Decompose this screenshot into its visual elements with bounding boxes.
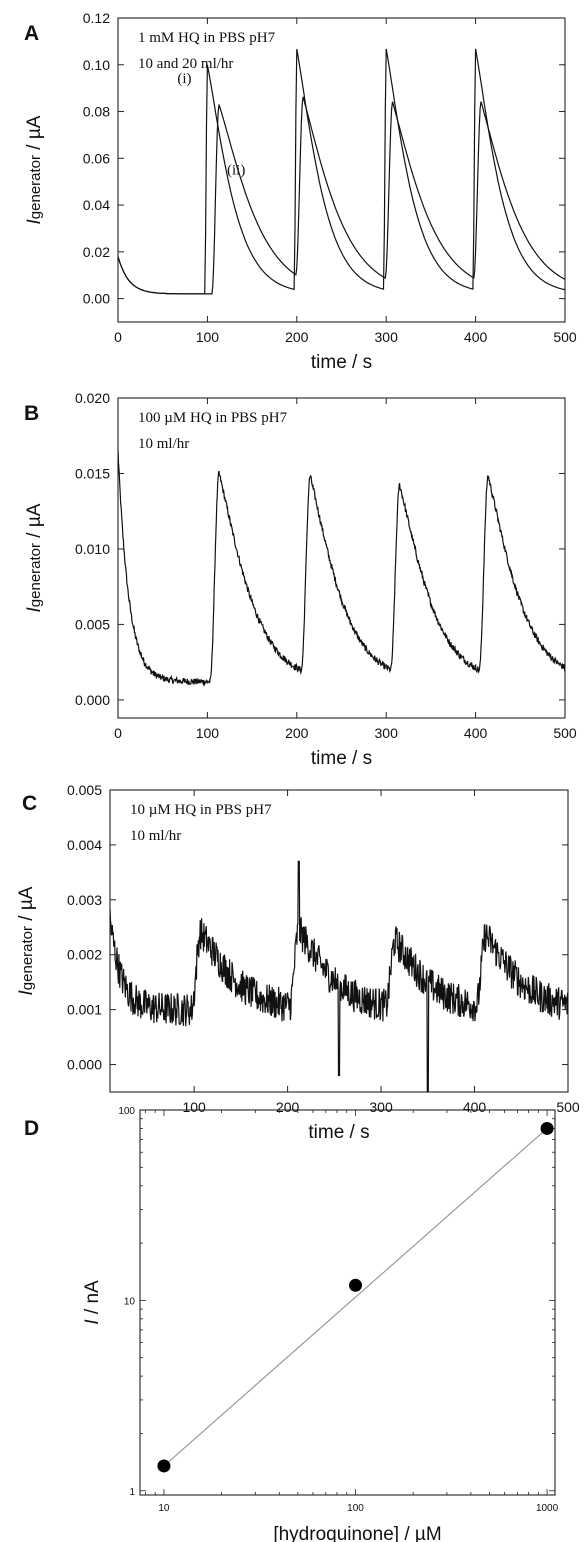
annotation-line: 10 ml/hr <box>138 436 189 452</box>
x-tick-label: 100 <box>182 1099 206 1115</box>
x-tick-label: 200 <box>285 725 309 741</box>
y-label-subscript: generator <box>19 926 36 990</box>
y-tick-label: 0.08 <box>83 104 110 120</box>
x-tick-label: 100 <box>196 329 220 345</box>
series-line-1 <box>118 449 565 687</box>
y-tick-label: 0.10 <box>83 57 110 73</box>
x-tick-label: 400 <box>464 725 488 741</box>
y-axis-label: Igenerator / µA <box>24 503 45 612</box>
y-tick-label: 0.004 <box>67 837 102 853</box>
x-tick-label: 200 <box>276 1099 300 1115</box>
x-tick-label: 400 <box>463 1099 487 1115</box>
y-tick-label: 100 <box>118 1106 135 1117</box>
series-label: (ii) <box>227 163 245 179</box>
x-tick-label: 500 <box>553 725 577 741</box>
x-axis-label: time / s <box>308 1122 369 1143</box>
data-point <box>540 1121 554 1135</box>
y-label-unit: / µA <box>16 886 37 926</box>
panel-letter: A <box>24 22 39 45</box>
y-tick-label: 0.00 <box>83 291 110 307</box>
plot-frame <box>139 1109 556 1496</box>
y-tick-label: 0.003 <box>67 892 102 908</box>
x-tick-label: 300 <box>375 725 399 741</box>
x-axis-label: [hydroquinone] / µM <box>273 1524 441 1542</box>
y-axis-label: I / nA <box>82 1280 103 1325</box>
y-axis-label: Igenerator / µA <box>24 115 45 224</box>
x-tick-label: 300 <box>375 329 399 345</box>
y-tick-label: 0.06 <box>83 150 110 166</box>
y-label-unit: / µA <box>24 115 45 155</box>
data-point <box>349 1278 363 1292</box>
y-tick-label: 0.000 <box>75 692 110 708</box>
panel-c: C 100 200 300 400 500 0.000 0.001 0.002 0.003 0.00… <box>16 782 580 1143</box>
x-tick-label: 10 <box>158 1503 170 1514</box>
y-label-symbol: I <box>82 1319 103 1325</box>
annotation-line: 1 mM HQ in PBS pH7 <box>138 30 276 46</box>
series-line-2 <box>118 96 565 295</box>
y-tick-label: 0.001 <box>67 1002 102 1018</box>
y-tick-label: 0.020 <box>75 390 110 406</box>
y-tick-label: 0.010 <box>75 541 110 557</box>
x-tick-label: 400 <box>464 329 488 345</box>
series-label: (i) <box>177 71 191 87</box>
y-tick-label: 0.015 <box>75 465 110 481</box>
x-tick-label: 100 <box>347 1503 364 1514</box>
series-line-1 <box>110 860 568 1092</box>
y-tick-label: 10 <box>124 1296 136 1307</box>
y-tick-label: 0.04 <box>83 197 110 213</box>
panel-letter: C <box>22 792 37 815</box>
y-label-unit: / µA <box>24 503 45 543</box>
x-tick-label: 300 <box>369 1099 393 1115</box>
data-point <box>157 1459 171 1473</box>
annotation-line: 10 ml/hr <box>130 828 181 844</box>
y-label-symbol: I <box>16 989 37 995</box>
panel-letter: B <box>24 402 39 425</box>
plot-frame <box>109 789 569 1093</box>
plot-frame <box>117 17 566 323</box>
x-tick-label: 500 <box>553 329 577 345</box>
annotation-line: 100 µM HQ in PBS pH7 <box>138 410 288 426</box>
y-tick-label: 0.000 <box>67 1057 102 1073</box>
y-tick-label: 0.12 <box>83 10 110 26</box>
y-label-subscript: generator <box>27 543 44 607</box>
y-label-unit: / nA <box>82 1280 103 1319</box>
y-axis-label: Igenerator / µA <box>16 886 37 995</box>
x-axis-label: time / s <box>311 748 372 769</box>
panel-b: B 0 100 200 300 400 500 0.000 0.005 0.010 0.015 0.0… <box>24 390 577 769</box>
y-tick-label: 1 <box>129 1487 135 1498</box>
x-tick-label: 1000 <box>536 1503 559 1514</box>
y-label-subscript: generator <box>27 155 44 219</box>
annotation-line: 10 and 20 ml/hr <box>138 56 233 72</box>
x-axis-label: time / s <box>311 352 372 373</box>
x-tick-label: 100 <box>196 725 220 741</box>
x-tick-label: 500 <box>556 1099 580 1115</box>
annotation-line: 10 µM HQ in PBS pH7 <box>130 802 272 818</box>
fit-line <box>163 1127 548 1467</box>
panel-a: A 0 100 200 300 400 500 0.00 0.02 0.04 0.06 0.08 0.1… <box>24 10 577 373</box>
panel-d: D 10 100 1000 1 10 100 [hydroquinone] / µM I / n… <box>24 1106 559 1542</box>
y-tick-label: 0.002 <box>67 947 102 963</box>
x-tick-label: 0 <box>114 329 122 345</box>
x-tick-label: 200 <box>285 329 309 345</box>
plot-frame <box>117 397 566 719</box>
y-tick-label: 0.02 <box>83 244 110 260</box>
y-tick-label: 0.005 <box>67 782 102 798</box>
y-tick-label: 0.005 <box>75 616 110 632</box>
y-label-symbol: I <box>24 606 45 612</box>
x-tick-label: 0 <box>114 725 122 741</box>
y-label-symbol: I <box>24 218 45 224</box>
panel-letter: D <box>24 1117 39 1140</box>
